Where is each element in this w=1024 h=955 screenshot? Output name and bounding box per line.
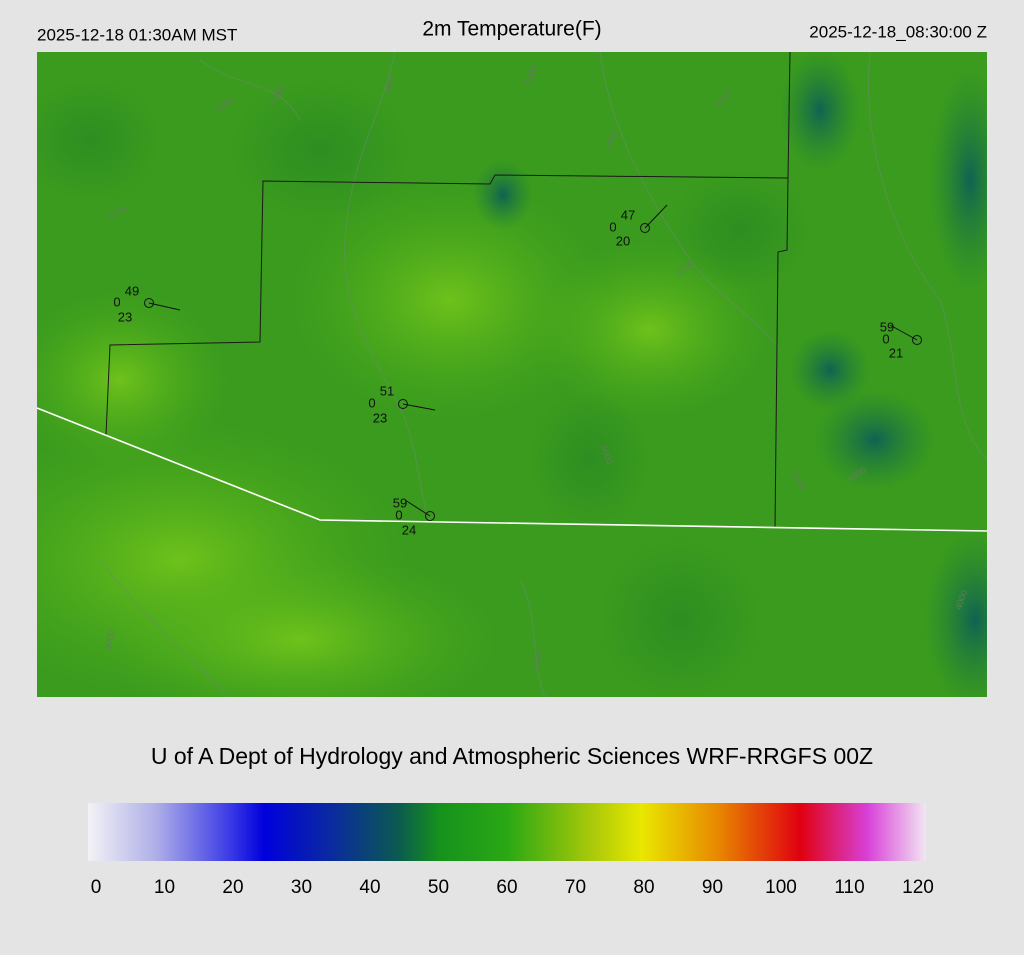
station-code: 0 xyxy=(368,395,375,410)
station-temp: 59 xyxy=(393,495,407,510)
station: 47 020 xyxy=(609,204,668,248)
state-border xyxy=(37,407,987,532)
terrain-contours xyxy=(99,52,987,697)
station-dewpoint: 23 xyxy=(118,309,132,324)
station-circle xyxy=(640,223,650,233)
colorbar-tick-label: 20 xyxy=(222,877,243,898)
utc-time: 2025-12-18_08:30:00 Z xyxy=(809,22,987,41)
station-temp: 51 xyxy=(380,383,394,398)
contour-label: 3000 xyxy=(383,74,396,95)
map-area: 4000300050005000500040005000500050004000… xyxy=(37,52,987,697)
wind-barb xyxy=(889,324,918,341)
colorbar-tick-label: 80 xyxy=(633,877,654,898)
station-circle xyxy=(912,335,922,345)
colorbar-tick-label: 50 xyxy=(428,877,449,898)
station-temp: 49 xyxy=(125,283,139,298)
station-circle xyxy=(144,298,154,308)
station-temp: 59 xyxy=(880,319,894,334)
colorbar-tick-label: 110 xyxy=(834,877,864,898)
colorbar-tick-label: 30 xyxy=(291,877,312,898)
county-borders xyxy=(105,52,791,529)
wind-barb xyxy=(148,302,181,311)
station: 49 023 xyxy=(113,283,181,324)
colorbar-tick-label: 10 xyxy=(154,877,175,898)
colorbar-tick-label: 40 xyxy=(359,877,380,898)
contour-label: 3000 xyxy=(103,629,116,650)
station-code: 0 xyxy=(609,219,616,234)
colorbar-tick-label: 60 xyxy=(496,877,517,898)
colorbar-tick-label: 90 xyxy=(702,877,723,898)
station-circle xyxy=(425,511,435,521)
station-circle xyxy=(398,399,408,409)
station-dewpoint: 20 xyxy=(616,233,630,248)
colorbar-tick-label: 70 xyxy=(565,877,586,898)
station-temp: 47 xyxy=(621,207,635,222)
station-dewpoint: 24 xyxy=(402,522,416,537)
colorbar-ticks: 0 10 20 30 40 50 60 70 80 90 100 110 120 xyxy=(91,877,934,898)
credit: U of A Dept of Hydrology and Atmospheric… xyxy=(151,743,873,769)
contour-label: 5000 xyxy=(531,649,544,670)
station-code: 0 xyxy=(113,294,120,309)
colorbar-tick-label: 100 xyxy=(765,877,797,898)
colorbar-tick-label: 0 xyxy=(91,877,102,898)
colorbar-tick-label: 120 xyxy=(902,877,934,898)
local-time: 2025-12-18 01:30AM MST xyxy=(37,25,237,44)
station: 51 023 xyxy=(368,383,436,425)
station-dewpoint: 21 xyxy=(889,345,903,360)
wind-barb xyxy=(402,403,436,411)
wind-barb xyxy=(644,204,668,229)
colorbar xyxy=(88,803,926,861)
temperature-field xyxy=(37,52,987,697)
station-code: 0 xyxy=(882,331,889,346)
station-dewpoint: 23 xyxy=(373,410,387,425)
station-code: 0 xyxy=(395,507,402,522)
map-title: 2m Temperature(F) xyxy=(422,18,601,41)
